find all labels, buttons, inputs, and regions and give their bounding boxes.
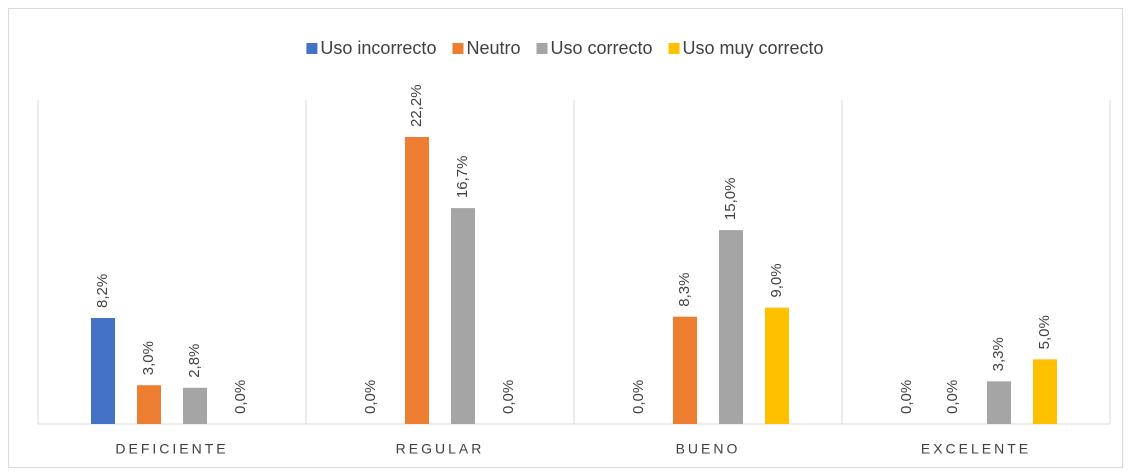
bar — [405, 137, 429, 424]
value-label: 8,2% — [94, 274, 111, 308]
x-tick-label: BUENO — [676, 441, 741, 457]
bar — [719, 230, 743, 424]
value-label: 5,0% — [1036, 315, 1053, 349]
legend-label: Neutro — [466, 38, 520, 58]
value-label: 0,0% — [630, 380, 647, 414]
legend-swatch — [452, 43, 464, 54]
legend-swatch — [306, 43, 318, 54]
value-label: 0,0% — [362, 380, 379, 414]
x-tick-label: EXCELENTE — [921, 441, 1031, 457]
legend-label: Uso incorrecto — [320, 38, 436, 58]
bar — [765, 307, 789, 424]
value-label: 0,0% — [898, 380, 915, 414]
value-label: 0,0% — [944, 380, 961, 414]
value-label: 22,2% — [408, 84, 425, 127]
value-label: 9,0% — [768, 263, 785, 297]
value-label: 0,0% — [232, 380, 249, 414]
x-tick-label: DEFICIENTE — [115, 441, 228, 457]
value-label: 15,0% — [722, 178, 739, 221]
value-label: 3,0% — [140, 341, 157, 375]
value-label: 2,8% — [186, 344, 203, 378]
value-label: 0,0% — [500, 380, 517, 414]
bar — [137, 385, 161, 424]
legend-label: Uso muy correcto — [683, 38, 824, 58]
bar — [673, 316, 697, 424]
bar — [451, 208, 475, 424]
value-label: 3,3% — [990, 337, 1007, 371]
bar — [91, 317, 115, 424]
x-tick-label: REGULAR — [396, 441, 485, 457]
bar — [183, 387, 207, 424]
bar — [987, 381, 1011, 424]
legend-swatch — [536, 43, 548, 54]
bar — [1033, 359, 1057, 424]
value-label: 8,3% — [676, 272, 693, 306]
value-label: 16,7% — [454, 156, 471, 199]
legend-swatch — [668, 43, 680, 54]
legend-label: Uso correcto — [550, 38, 652, 58]
